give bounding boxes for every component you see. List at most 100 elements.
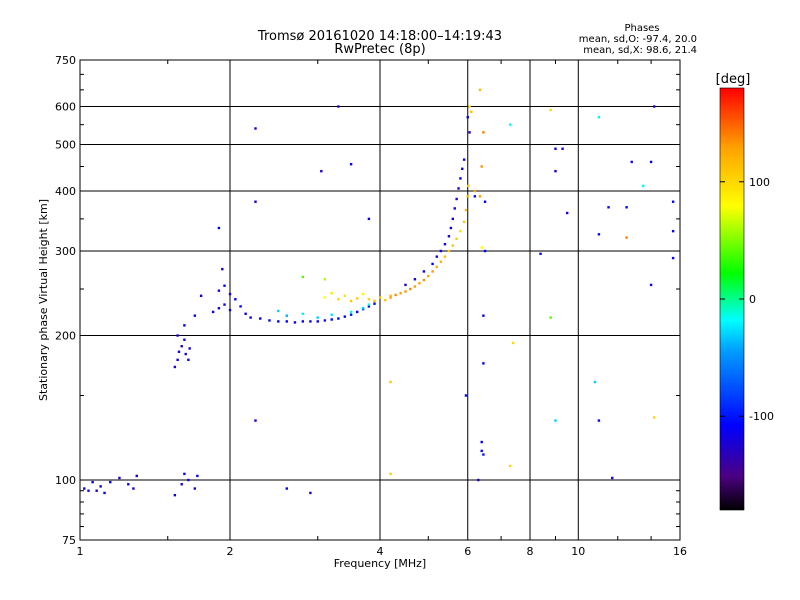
echo-point (183, 472, 186, 476)
x-tick-label: 16 (673, 545, 687, 558)
echo-point (439, 260, 443, 263)
echo-point (349, 299, 353, 303)
x-tick-label: 2 (227, 545, 234, 558)
echo-point (652, 105, 656, 108)
echo-point (462, 220, 466, 224)
echo-point (597, 419, 601, 422)
colorbar-tick-label: 0 (749, 293, 756, 306)
echo-point (343, 315, 347, 318)
x-axis-label: Frequency [MHz] (334, 557, 426, 570)
echo-point (330, 292, 333, 295)
echo-point (367, 303, 371, 306)
echo-point (413, 285, 417, 288)
echo-point (367, 298, 371, 301)
echo-point (199, 294, 203, 297)
echo-point (135, 474, 138, 478)
phases-header: Phases (624, 23, 659, 34)
echo-point (343, 294, 347, 297)
phases-stats-x: mean, sd,X: 98.6, 21.4 (583, 45, 697, 56)
echo-point (330, 318, 333, 321)
echo-point (118, 476, 121, 480)
echo-point (389, 294, 392, 297)
echo-point (389, 472, 392, 476)
echo-point (384, 298, 387, 302)
echo-point (254, 200, 257, 203)
echo-point (193, 487, 197, 490)
echo-point (389, 296, 392, 299)
echo-point (593, 380, 597, 384)
echo-point (323, 296, 327, 299)
echo-point (389, 380, 392, 384)
echo-point (565, 211, 569, 215)
phases-stats-o: mean, sd,O: -97.4, 20.0 (579, 34, 697, 45)
echo-point (649, 160, 653, 164)
echo-point (349, 313, 353, 316)
echo-point (91, 480, 94, 484)
x-tick-label: 6 (464, 545, 471, 558)
echo-point (180, 483, 183, 486)
echo-point (367, 305, 371, 308)
echo-point (239, 305, 242, 308)
echo-point (459, 229, 462, 233)
echo-point (177, 350, 181, 353)
echo-point (367, 217, 371, 221)
colorbar-tick-label: -100 (749, 410, 774, 423)
echo-point (447, 249, 451, 253)
echo-point (373, 299, 376, 303)
colorbar-tick-label: 100 (749, 176, 770, 189)
echo-point (285, 320, 288, 323)
echo-point (277, 320, 280, 323)
echo-point (259, 317, 262, 320)
echo-point (180, 345, 183, 348)
echo-point (671, 256, 675, 260)
echo-point (399, 292, 402, 295)
echo-point (409, 287, 412, 291)
echo-point (554, 169, 557, 173)
x-tick-label: 1 (77, 545, 84, 558)
echo-point (173, 365, 177, 369)
echo-point (176, 358, 179, 362)
echo-point (254, 419, 257, 422)
echo-point (95, 489, 98, 492)
echo-point (439, 249, 443, 253)
echo-point (217, 307, 221, 310)
echo-point (293, 321, 297, 324)
echo-point (671, 200, 675, 203)
echo-point (482, 453, 485, 456)
echo-point (468, 105, 471, 108)
echo-point (132, 487, 135, 490)
echo-point (480, 449, 483, 453)
echo-point (457, 187, 460, 190)
echo-point (316, 316, 319, 319)
grid-lines (80, 60, 680, 540)
echo-point (483, 249, 487, 253)
echo-point (466, 116, 469, 119)
echo-point (330, 313, 333, 316)
echo-point (355, 310, 359, 314)
echo-point (404, 283, 407, 287)
echo-point (355, 297, 359, 300)
echo-point (188, 347, 191, 350)
echo-point (607, 206, 610, 209)
echo-point (554, 419, 557, 422)
echo-point (427, 274, 430, 278)
echo-point (361, 307, 365, 310)
y-tick-label: 750 (55, 54, 76, 67)
echo-point (482, 362, 485, 365)
echo-point (211, 310, 215, 314)
echo-point (413, 278, 417, 281)
echo-point (462, 158, 466, 161)
echo-point (228, 308, 232, 312)
echo-point (285, 314, 288, 317)
echo-point (468, 131, 471, 134)
echo-point (464, 208, 468, 212)
echo-point (482, 314, 485, 317)
echo-point (625, 236, 628, 239)
echo-point (483, 200, 487, 203)
chart-title: Tromsø 20161020 14:18:00–14:19:43 (257, 29, 502, 44)
echo-point (349, 310, 353, 314)
echo-point (451, 217, 455, 221)
echo-point (361, 292, 365, 296)
y-tick-label: 300 (55, 245, 76, 258)
